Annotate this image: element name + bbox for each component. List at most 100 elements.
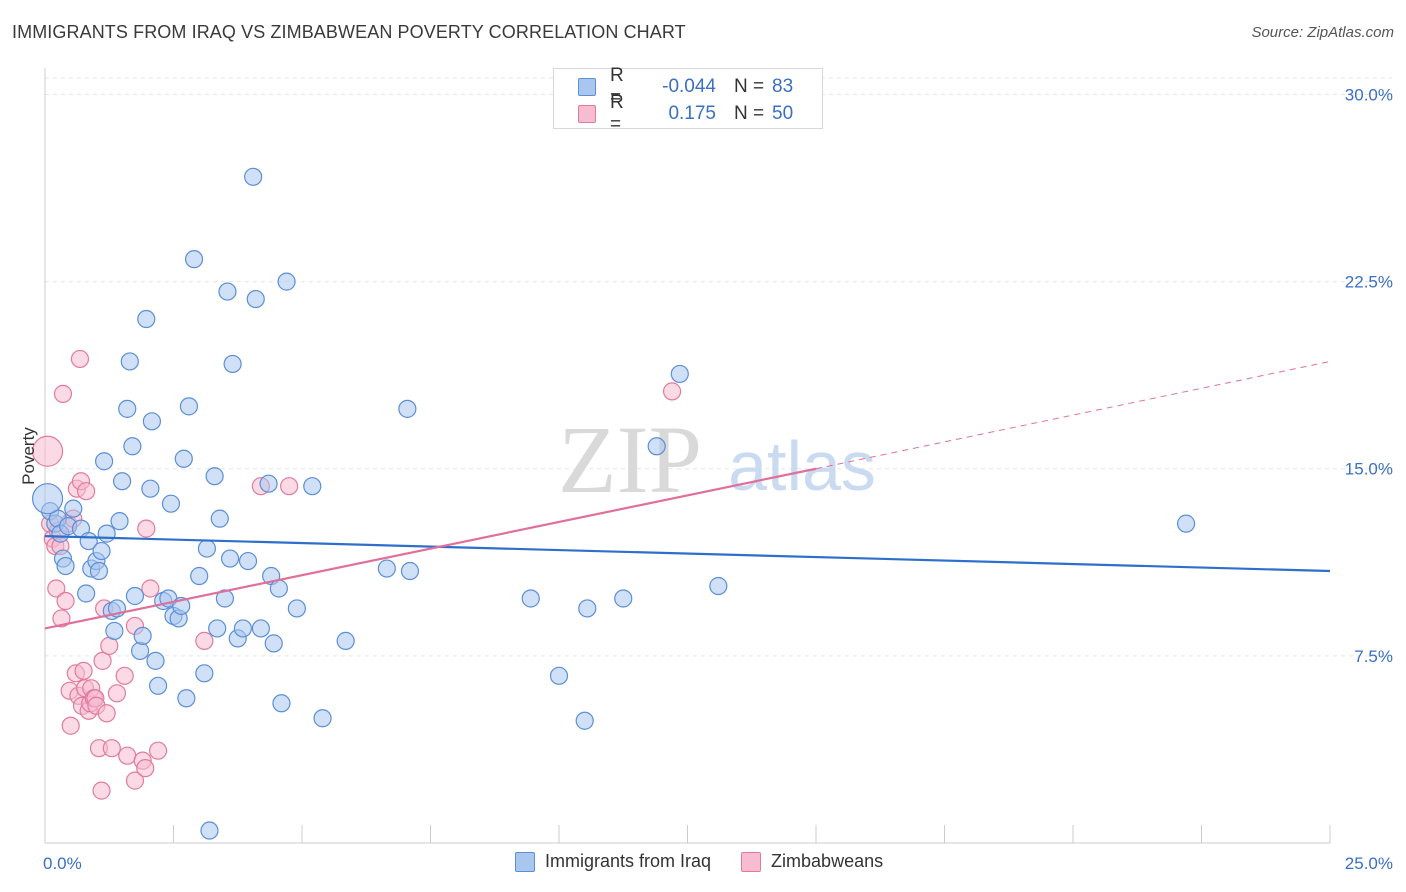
- data-point-zimbabweans: [77, 482, 96, 501]
- data-point-iraq: [647, 437, 666, 456]
- data-point-iraq: [133, 626, 152, 646]
- data-point-zimbabweans: [115, 666, 134, 685]
- data-point-iraq: [313, 709, 332, 728]
- data-point-zimbabweans: [148, 741, 168, 760]
- data-point-iraq: [272, 694, 291, 713]
- watermark: ZIP atlas: [558, 406, 876, 513]
- legend-r-value: 0.175: [668, 103, 716, 124]
- data-point-zimbabweans: [92, 781, 111, 800]
- data-point-iraq: [210, 509, 229, 528]
- y-tick-label: 7.5%: [1354, 647, 1393, 666]
- data-point-iraq: [244, 167, 263, 186]
- data-point-iraq: [92, 541, 111, 561]
- data-point-iraq: [118, 399, 137, 418]
- data-point-iraq: [223, 354, 242, 374]
- data-point-iraq: [233, 619, 252, 638]
- legend-n-value: 83: [772, 76, 794, 97]
- y-tick-label: 15.0%: [1345, 460, 1393, 479]
- data-point-iraq: [141, 479, 160, 498]
- data-point-iraq: [179, 397, 199, 416]
- data-point-iraq: [112, 472, 132, 491]
- trend-line-zimbabweans: [44, 467, 817, 630]
- data-point-iraq: [105, 621, 124, 641]
- data-point-zimbabweans: [53, 384, 73, 403]
- series-legend-zimbabweans[interactable]: Zimbabweans: [741, 851, 883, 872]
- data-point-iraq: [269, 579, 288, 598]
- data-point-zimbabweans: [136, 759, 155, 778]
- data-point-iraq: [336, 631, 355, 650]
- data-point-iraq: [303, 477, 322, 496]
- data-point-zimbabweans: [118, 746, 137, 765]
- y-tick-label: 22.5%: [1345, 273, 1393, 292]
- data-point-iraq: [56, 556, 75, 576]
- data-point-zimbabweans: [47, 579, 66, 598]
- data-point-iraq: [142, 412, 162, 431]
- data-point-iraq: [31, 483, 64, 515]
- series-iraq-points: [31, 167, 1196, 840]
- data-point-iraq: [89, 561, 109, 581]
- legend-n-label: N =: [734, 76, 765, 97]
- data-point-iraq: [400, 561, 420, 581]
- series-legend: Immigrants from Iraq Zimbabweans: [515, 851, 913, 872]
- data-point-iraq: [575, 711, 594, 730]
- data-point-iraq: [64, 499, 83, 518]
- data-point-zimbabweans: [102, 739, 121, 758]
- data-point-iraq: [123, 437, 142, 456]
- legend-row-iraq: R = -0.044 N = 83: [578, 65, 808, 108]
- data-point-iraq: [120, 352, 139, 371]
- data-point-iraq: [377, 559, 396, 578]
- data-point-iraq: [398, 399, 417, 418]
- series-legend-zimbabweans-label: Zimbabweans: [771, 851, 884, 871]
- data-point-iraq: [246, 289, 265, 309]
- data-point-zimbabweans: [52, 609, 71, 628]
- legend-swatch-pink: [578, 105, 596, 123]
- data-point-zimbabweans: [61, 716, 80, 735]
- legend-r-label: R =: [610, 92, 624, 135]
- watermark-atlas: atlas: [728, 427, 876, 505]
- trend-lines: [44, 360, 1331, 630]
- data-point-iraq: [1176, 514, 1196, 533]
- data-point-iraq: [208, 619, 227, 638]
- data-point-iraq: [578, 599, 597, 618]
- legend-r-label: R =: [610, 65, 624, 108]
- data-point-iraq: [251, 619, 270, 638]
- y-axis-label: Poverty: [19, 427, 38, 485]
- data-point-zimbabweans: [70, 349, 90, 369]
- data-point-iraq: [220, 549, 240, 568]
- data-point-zimbabweans: [56, 591, 75, 611]
- x-tick-label: 0.0%: [43, 854, 82, 873]
- data-point-iraq: [670, 364, 689, 384]
- data-point-iraq: [277, 272, 296, 291]
- data-point-iraq: [614, 589, 633, 608]
- data-point-iraq: [200, 821, 219, 840]
- data-point-zimbabweans: [125, 771, 145, 790]
- trend-line-zimbabweans: [815, 360, 1331, 470]
- data-point-iraq: [146, 651, 165, 670]
- data-point-iraq: [287, 599, 306, 618]
- data-point-iraq: [77, 584, 96, 603]
- data-point-iraq: [521, 589, 540, 608]
- data-point-iraq: [125, 586, 145, 606]
- data-point-iraq: [130, 641, 150, 660]
- data-point-zimbabweans: [141, 579, 160, 598]
- data-point-zimbabweans: [662, 382, 682, 401]
- data-point-iraq: [205, 467, 224, 486]
- y-tick-label: 30.0%: [1345, 85, 1393, 104]
- data-point-iraq: [148, 676, 168, 695]
- legend-n-label: N =: [734, 103, 765, 124]
- data-point-iraq: [177, 689, 196, 708]
- correlation-legend: R = -0.044 N = 83 R = 0.175 N = 50: [553, 65, 823, 135]
- legend-r-value: -0.044: [662, 76, 716, 97]
- data-point-iraq: [238, 551, 258, 571]
- series-legend-iraq-label: Immigrants from Iraq: [545, 851, 712, 871]
- data-point-zimbabweans: [93, 651, 112, 670]
- data-point-iraq: [259, 474, 278, 493]
- legend-swatch-blue: [578, 78, 596, 96]
- data-point-iraq: [215, 589, 234, 608]
- trend-line-iraq: [44, 535, 1331, 573]
- series-legend-iraq[interactable]: Immigrants from Iraq: [515, 851, 711, 872]
- legend-n-value: 50: [772, 103, 794, 124]
- data-point-iraq: [197, 539, 217, 558]
- data-point-zimbabweans: [137, 519, 156, 538]
